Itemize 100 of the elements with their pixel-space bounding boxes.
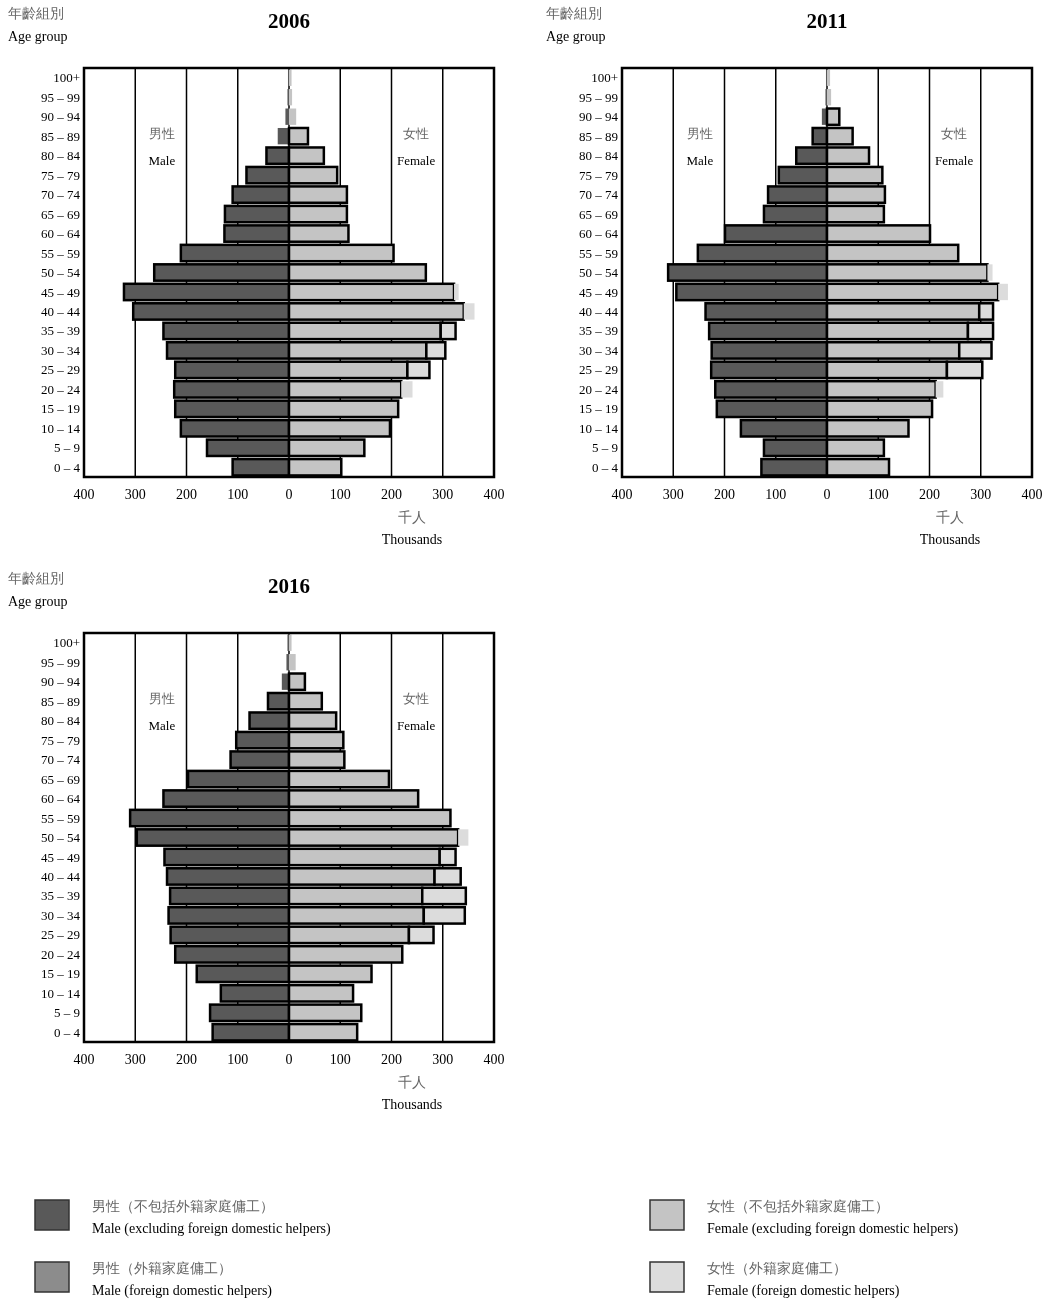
y-tick-label: 60 – 64 bbox=[41, 226, 81, 242]
y-tick-label: 75 – 79 bbox=[579, 167, 618, 183]
y-tick-label: 95 – 99 bbox=[41, 654, 80, 670]
annotation: 女性 Female bbox=[396, 690, 436, 733]
y-tick-label: 0 – 4 bbox=[592, 459, 619, 475]
y-tick-label: 0 – 4 bbox=[54, 459, 81, 475]
chart-title: 2006 bbox=[268, 9, 310, 33]
y-axis-title: 年齡組別 Age group bbox=[546, 6, 606, 44]
x-tick-label: 0 bbox=[285, 487, 293, 502]
y-tick-label: 15 – 19 bbox=[41, 966, 80, 982]
y-axis-title: 年齡組別 Age group bbox=[8, 6, 68, 44]
y-tick-label: 5 – 9 bbox=[54, 1005, 80, 1021]
x-tick-label: 200 bbox=[381, 487, 402, 502]
bar bbox=[401, 381, 413, 398]
y-tick-label: 90 – 94 bbox=[41, 674, 81, 690]
y-tick-label: 85 – 89 bbox=[579, 128, 618, 144]
y-tick-label: 65 – 69 bbox=[579, 206, 618, 222]
y-tick-label: 60 – 64 bbox=[579, 226, 619, 242]
x-tick-label: 300 bbox=[662, 487, 684, 502]
annotation: 男性 Male bbox=[148, 690, 176, 733]
x-tick-label: 400 bbox=[611, 487, 633, 502]
annotation: 女性 Female bbox=[934, 125, 974, 168]
x-tick-label: 300 bbox=[124, 1052, 146, 1067]
y-tick-label: 100+ bbox=[591, 70, 618, 86]
y-tick-label: 35 – 39 bbox=[41, 323, 80, 339]
bar bbox=[987, 264, 993, 281]
y-tick-label: 55 – 59 bbox=[41, 810, 80, 826]
x-tick-label: 100 bbox=[227, 1052, 249, 1067]
y-tick-label: 10 – 14 bbox=[41, 985, 81, 1001]
y-tick-label: 85 – 89 bbox=[41, 693, 80, 709]
y-tick-label: 0 – 4 bbox=[54, 1024, 81, 1040]
x-tick-label: 100 bbox=[329, 487, 351, 502]
y-tick-label: 45 – 49 bbox=[41, 284, 80, 300]
y-tick-label: 20 – 24 bbox=[41, 946, 81, 962]
y-tick-label: 55 – 59 bbox=[41, 245, 80, 261]
y-tick-label: 15 – 19 bbox=[41, 401, 80, 417]
y-tick-label: 50 – 54 bbox=[41, 830, 81, 846]
y-tick-label: 100+ bbox=[53, 635, 80, 651]
y-tick-label: 45 – 49 bbox=[41, 849, 80, 865]
y-tick-label: 35 – 39 bbox=[579, 323, 618, 339]
y-tick-label: 90 – 94 bbox=[41, 109, 81, 125]
y-tick-label: 40 – 44 bbox=[41, 869, 81, 884]
legend-label: 男性（不包括外籍家庭傭工） Male (excluding foreign domestic helpers) bbox=[92, 1199, 332, 1237]
y-tick-label: 60 – 64 bbox=[41, 791, 81, 807]
y-tick-label: 65 – 69 bbox=[41, 206, 80, 222]
x-tick-label: 300 bbox=[432, 1052, 454, 1067]
x-tick-label: 200 bbox=[381, 1052, 402, 1067]
x-tick-label: 400 bbox=[73, 1052, 95, 1067]
bar bbox=[998, 283, 1008, 301]
legend-label: 男性（外籍家庭傭工） Male (foreign domestic helpers) bbox=[92, 1261, 273, 1299]
y-tick-label: 85 – 89 bbox=[41, 128, 80, 144]
x-tick-label: 200 bbox=[176, 487, 197, 502]
x-tick-label: 400 bbox=[483, 1052, 505, 1067]
legend-label: 女性（外籍家庭傭工） Female (foreign domestic helpers) bbox=[707, 1261, 900, 1299]
x-axis-title: 千人 Thousands bbox=[381, 510, 443, 547]
x-tick-label: 400 bbox=[483, 487, 505, 502]
y-tick-label: 70 – 74 bbox=[41, 752, 81, 768]
x-tick-label: 0 bbox=[823, 487, 831, 502]
y-tick-label: 25 – 29 bbox=[579, 362, 618, 378]
x-tick-label: 300 bbox=[432, 487, 454, 502]
x-axis-title: 千人 Thousands bbox=[381, 1075, 443, 1112]
x-tick-label: 300 bbox=[124, 487, 146, 502]
y-tick-label: 5 – 9 bbox=[592, 440, 618, 456]
annotation: 男性 Male bbox=[148, 125, 176, 168]
y-tick-label: 35 – 39 bbox=[41, 888, 80, 904]
y-tick-label: 95 – 99 bbox=[579, 89, 618, 105]
y-tick-label: 40 – 44 bbox=[41, 304, 81, 319]
x-tick-label: 400 bbox=[73, 487, 95, 502]
y-tick-label: 30 – 34 bbox=[579, 342, 619, 358]
y-tick-label: 70 – 74 bbox=[579, 187, 619, 203]
y-tick-label: 95 – 99 bbox=[41, 89, 80, 105]
y-tick-label: 20 – 24 bbox=[579, 381, 619, 397]
x-tick-label: 100 bbox=[227, 487, 249, 502]
x-tick-label: 100 bbox=[765, 487, 787, 502]
y-tick-label: 80 – 84 bbox=[41, 713, 81, 729]
y-tick-label: 90 – 94 bbox=[579, 109, 619, 125]
annotation: 女性 Female bbox=[396, 125, 436, 168]
legend-label: 女性（不包括外籍家庭傭工） Female (excluding foreign domestic helpers) bbox=[707, 1199, 959, 1237]
y-tick-label: 45 – 49 bbox=[579, 284, 618, 300]
bar bbox=[463, 303, 475, 320]
y-tick-label: 55 – 59 bbox=[579, 245, 618, 261]
y-tick-label: 75 – 79 bbox=[41, 167, 80, 183]
x-tick-label: 200 bbox=[714, 487, 735, 502]
x-axis-title: 千人 Thousands bbox=[919, 510, 981, 547]
y-tick-label: 20 – 24 bbox=[41, 381, 81, 397]
x-tick-label: 0 bbox=[285, 1052, 293, 1067]
y-tick-label: 50 – 54 bbox=[579, 265, 619, 281]
x-tick-label: 300 bbox=[970, 487, 992, 502]
y-tick-label: 40 – 44 bbox=[579, 304, 619, 319]
y-tick-label: 80 – 84 bbox=[579, 148, 619, 164]
chart-title: 2016 bbox=[268, 574, 310, 598]
y-tick-label: 30 – 34 bbox=[41, 907, 81, 923]
y-tick-label: 75 – 79 bbox=[41, 732, 80, 748]
x-tick-label: 200 bbox=[176, 1052, 197, 1067]
bar bbox=[935, 381, 944, 398]
y-tick-label: 10 – 14 bbox=[41, 420, 81, 436]
x-tick-label: 100 bbox=[867, 487, 889, 502]
y-tick-label: 10 – 14 bbox=[579, 420, 619, 436]
y-tick-label: 65 – 69 bbox=[41, 771, 80, 787]
y-tick-label: 50 – 54 bbox=[41, 265, 81, 281]
